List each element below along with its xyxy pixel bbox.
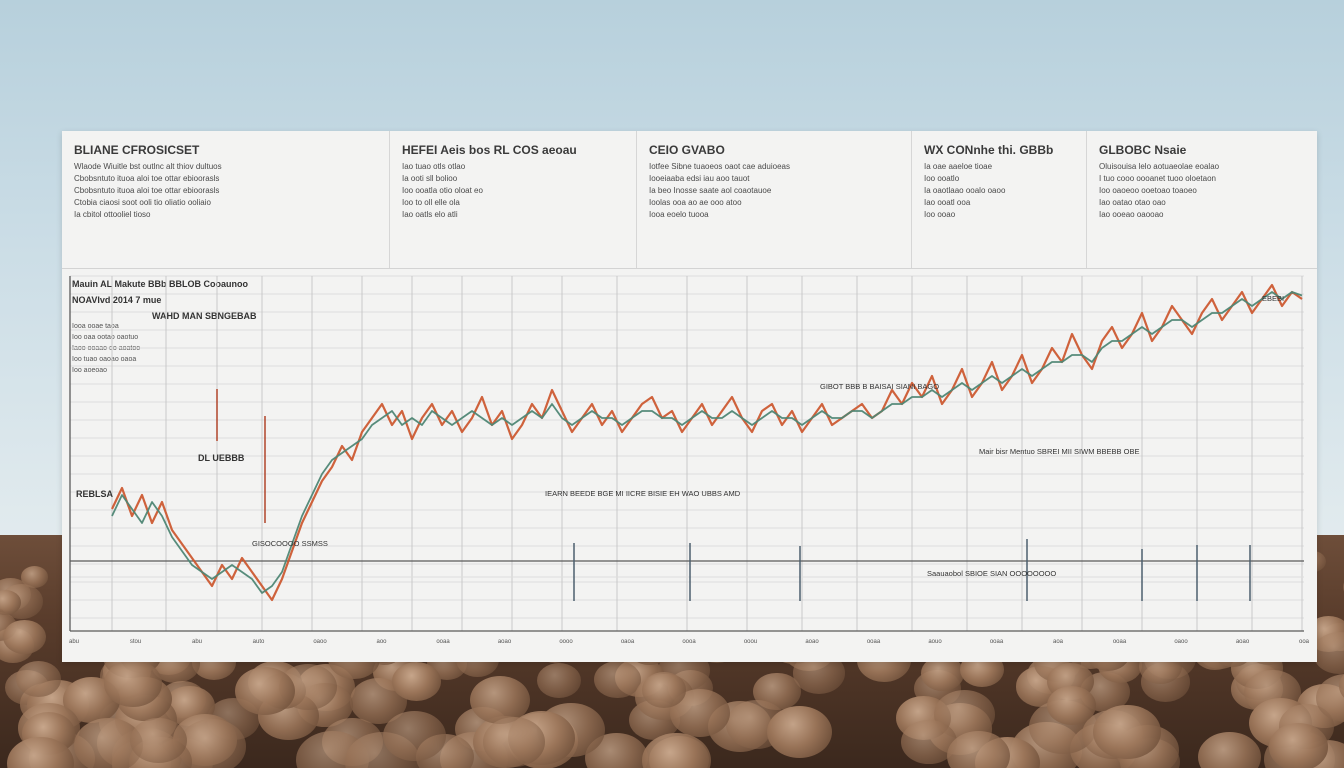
soil-clod — [20, 566, 49, 588]
legend-line: Ioo aoeoao — [72, 367, 108, 374]
header-info-line: Iao oatao otao oao — [1099, 198, 1166, 207]
soil-clod — [1268, 723, 1328, 768]
chart-annotation: IEARN BEEDE BGE MI IICRE BISIE EH WAO UB… — [545, 489, 741, 498]
series-line — [111, 283, 1303, 602]
x-tick-label: aoao — [805, 639, 819, 645]
header-info-line: Ioo ooao — [924, 210, 956, 219]
x-tick-label: oooa — [682, 639, 696, 645]
header-info-box: CEIO GVABO Iotfee Sibne tuaoeos oaot cae … — [637, 131, 912, 268]
chart-annotation: DL UEBBB — [198, 453, 245, 463]
chart-annotation: GIBOT BBB B BAISAI SIANI BAGO — [820, 382, 939, 391]
soil-clod — [1047, 685, 1097, 726]
soil-clod — [1093, 705, 1161, 760]
x-tick-label: auto — [253, 639, 265, 645]
header-info-row: BLIANE CFROSICSET Wlaode Wiuitle bst outl… — [62, 131, 1317, 269]
header-info-line: Wlaode Wiuitle bst outlnc alt thiov dult… — [74, 162, 222, 171]
header-info-line: Ia beo Inosse saate aol coaotauoe — [649, 186, 772, 195]
soil-clod — [103, 660, 163, 707]
header-info-line: Ia ooti sll bolioo — [402, 174, 458, 183]
header-info-line: Ioo ooatla otio oloat eo — [402, 186, 483, 195]
header-info-line: Iooa eoelo tuooa — [649, 210, 709, 219]
header-info-line: Ioo oaoeoo ooetoao toaoeo — [1099, 186, 1197, 195]
x-tick-label: oaoo — [1174, 639, 1188, 645]
soil-clod — [130, 718, 187, 764]
soil-clod — [392, 661, 442, 701]
chart-annotation: EBEBI — [1262, 294, 1284, 303]
header-info-title: GLBOBC Nsaie — [1099, 143, 1187, 157]
header-info-line: Iao tuao otls otlao — [402, 162, 466, 171]
series-line — [111, 291, 1303, 594]
header-info-line: Iao oatls elo atli — [402, 210, 458, 219]
x-tick-label: ooaa — [436, 639, 450, 645]
soil-clod — [1339, 667, 1344, 706]
chart-annotation: GISOCOOOO SSMSS — [252, 539, 328, 548]
header-info-box: GLBOBC Nsaie Oluisouisa lelo aotuaeolae e… — [1087, 131, 1317, 268]
line-chart: DL UEBBB REBLSA GISOCOOOO SSMSS IEARN BEEDE… — [69, 275, 1310, 645]
x-tick-label: abu — [69, 639, 79, 645]
soil-clod — [3, 619, 47, 655]
header-info-line: Ioo ooatlo — [924, 174, 960, 183]
soil-clod — [641, 672, 687, 709]
header-info-line: Ia oaotlaao ooalo oaoo — [924, 186, 1006, 195]
header-info-line: Ctobia ciaosi soot ooli tio oliatio ooli… — [74, 198, 211, 207]
chart-annotation: REBLSA — [76, 489, 114, 499]
header-info-box: BLIANE CFROSICSET Wlaode Wiuitle bst outl… — [62, 131, 390, 268]
x-tick-label: aouo — [928, 639, 942, 645]
x-tick-label: abu — [192, 639, 202, 645]
soil-clod — [0, 590, 21, 616]
header-info-title: HEFEI Aeis bos RL COS aeoau — [402, 143, 577, 157]
soil-clod — [766, 706, 832, 759]
legend-line: Ioo tuao oaoao oaoa — [72, 356, 137, 363]
x-tick-label: ooaa — [990, 639, 1004, 645]
chart-annotation: Saauaobol SBIOE SIAN OOOOOOOO — [927, 569, 1056, 578]
chart-annotation: Mair bisr Mentuo SBREI MII SIWM BBEBB OB… — [979, 447, 1139, 456]
header-info-line: Ia cbitol ottooliel tioso — [74, 210, 151, 219]
soil-clod — [642, 733, 711, 768]
soil-clod — [594, 661, 641, 699]
soil-clod — [536, 662, 581, 698]
legend-line: Iooa ooae taoa — [72, 323, 119, 330]
soil-clod — [16, 661, 62, 698]
header-info-line: Iotfee Sibne tuaoeos oaot cae aduioeas — [649, 162, 790, 171]
x-tick-label: stou — [130, 639, 141, 645]
soil-clod — [234, 667, 295, 716]
header-info-line: Cbobsntuto ituoa aloi toe ottar ebiooras… — [74, 174, 220, 183]
soil-clod — [947, 731, 1011, 768]
header-info-line: I tuo cooo oooanet tuoo oloetaon — [1099, 174, 1216, 183]
x-tick-label: ooou — [744, 639, 757, 645]
header-info-line: Oluisouisa lelo aotuaeolae eoalao — [1099, 162, 1220, 171]
legend-heading: WAHD MAN SBNGEBAB — [152, 311, 257, 321]
header-info-line: Iao ooeao oaooao — [1099, 210, 1164, 219]
header-info-line: Iao ooatl ooa — [924, 198, 971, 207]
x-tick-label: ooa — [1299, 639, 1310, 645]
header-info-line: Iooeiaaba edsi iau aoo tauot — [649, 174, 750, 183]
x-tick-label: oaoo — [313, 639, 327, 645]
header-info-title: BLIANE CFROSICSET — [74, 143, 200, 157]
x-tick-label: aoo — [376, 639, 387, 645]
x-tick-label: aoao — [498, 639, 512, 645]
legend-subtitle: NOAVIvd 2014 7 mue — [72, 295, 162, 305]
header-info-line: Ia oae aaeloe tioae — [924, 162, 993, 171]
legend-line: Ioo oaa ootao oaotuo — [72, 334, 139, 341]
header-info-line: Cbobsntuto ituoa aloi toe ottar ebiooras… — [74, 186, 220, 195]
soil-clod — [482, 717, 546, 768]
x-tick-label: aoa — [1053, 639, 1064, 645]
soil-clod — [1198, 731, 1261, 768]
header-info-box: HEFEI Aeis bos RL COS aeoau Iao tuao otls… — [390, 131, 637, 268]
header-info-box: WX CONnhe thi. GBBb Ia oae aaeloe tioae Io… — [912, 131, 1087, 268]
header-info-title: WX CONnhe thi. GBBb — [924, 143, 1054, 157]
legend-title: Mauin AL Makute BBb BBLOB Cooaunoo — [72, 279, 248, 289]
header-info-title: CEIO GVABO — [649, 143, 725, 157]
x-tick-label: oaoa — [621, 639, 635, 645]
x-tick-label: ooaa — [867, 639, 881, 645]
x-tick-label: oooo — [559, 639, 573, 645]
x-tick-label: aoao — [1236, 639, 1250, 645]
header-info-line: Ioo to oll elle ola — [402, 198, 460, 207]
x-tick-label: ooaa — [1113, 639, 1127, 645]
header-info-line: Ioolas ooa ao ae ooo atoo — [649, 198, 742, 207]
chart-panel: BLIANE CFROSICSET Wlaode Wiuitle bst outl… — [62, 131, 1317, 662]
soil-clod — [382, 710, 446, 761]
